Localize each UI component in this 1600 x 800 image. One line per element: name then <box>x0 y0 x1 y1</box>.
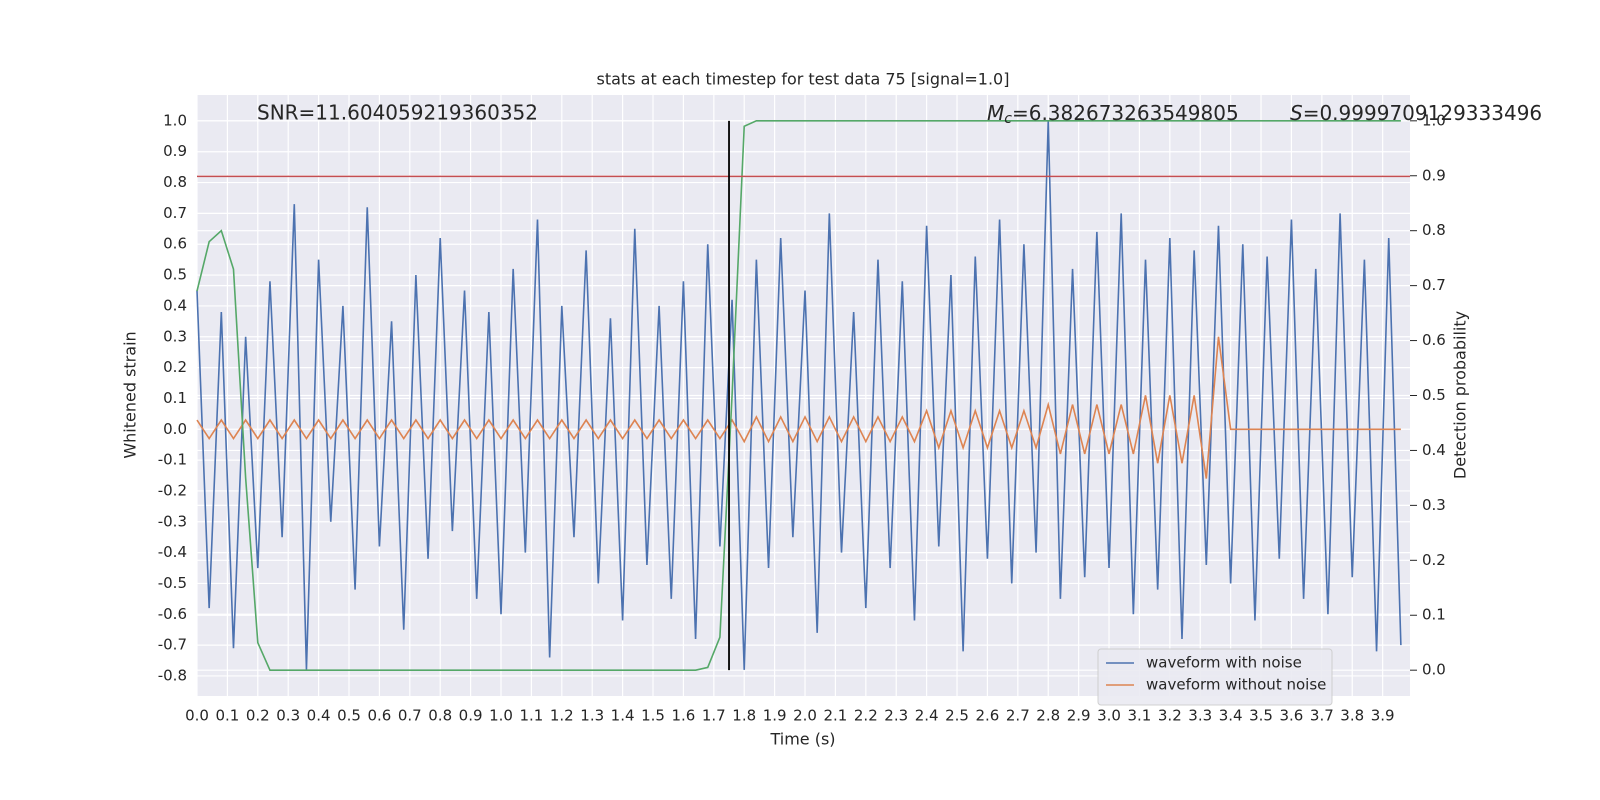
y-tick-label: 0.7 <box>163 204 187 222</box>
s-value: =0.9999709129333496 <box>1303 101 1542 125</box>
y2-axis-label: Detection probability <box>1451 311 1470 479</box>
x-tick-label: 1.4 <box>611 707 635 725</box>
y2-tick-label: 0.5 <box>1422 386 1446 404</box>
x-tick-label: 0.3 <box>276 707 300 725</box>
y-tick-label: 0.4 <box>163 296 187 314</box>
y-tick-label: 0.0 <box>163 420 187 438</box>
x-tick-label: 3.6 <box>1280 707 1304 725</box>
series-line <box>196 120 1401 671</box>
x-tick-label: 0.6 <box>367 707 391 725</box>
x-tick-label: 0.9 <box>459 707 483 725</box>
x-tick-label: 3.8 <box>1340 707 1364 725</box>
series-line <box>196 336 1401 479</box>
y2-tick-label: 0.9 <box>1422 166 1446 184</box>
legend-label: waveform without noise <box>1146 676 1326 694</box>
y-tick-label: 0.5 <box>163 266 187 284</box>
legend: waveform with noise waveform without nois… <box>1097 648 1333 706</box>
x-tick-label: 3.1 <box>1128 707 1152 725</box>
y-tick-label: 0.2 <box>163 358 187 376</box>
x-tick-label: 2.2 <box>854 707 878 725</box>
y2-tick-label: 1.0 <box>1422 111 1446 129</box>
y2-tick-label: 0.1 <box>1422 606 1446 624</box>
y2-tick-label: 0.4 <box>1422 441 1446 459</box>
x-tick-label: 1.0 <box>489 707 513 725</box>
x-tick-label: 1.7 <box>702 707 726 725</box>
y-tick-label: 0.3 <box>163 327 187 345</box>
legend-label: waveform with noise <box>1146 654 1302 672</box>
x-tick-label: 1.8 <box>732 707 756 725</box>
mc-symbol: M <box>987 101 1004 125</box>
x-tick-label: 0.7 <box>398 707 422 725</box>
x-tick-label: 2.7 <box>1006 707 1030 725</box>
x-tick-label: 3.7 <box>1310 707 1334 725</box>
y-tick-label: -0.5 <box>158 574 187 592</box>
x-tick-label: 1.1 <box>519 707 543 725</box>
x-tick-label: 2.1 <box>823 707 847 725</box>
y-axis-label: Whitened strain <box>121 331 140 458</box>
y2-tick-label: 0.8 <box>1422 221 1446 239</box>
x-tick-label: 3.0 <box>1097 707 1121 725</box>
grid <box>196 95 1410 696</box>
y-tick-label: -0.6 <box>158 605 187 623</box>
y-tick-label: 1.0 <box>163 111 187 129</box>
x-tick-label: 1.6 <box>671 707 695 725</box>
x-tick-label: 3.3 <box>1188 707 1212 725</box>
x-tick-label: 2.5 <box>945 707 969 725</box>
y2-tick-label: 0.6 <box>1422 331 1446 349</box>
y-tick-label: 0.6 <box>163 235 187 253</box>
s-annotation: S=0.9999709129333496 <box>1290 101 1542 125</box>
x-tick-label: 2.9 <box>1067 707 1091 725</box>
x-tick-label: 1.5 <box>641 707 665 725</box>
y2-tick-label: 0.2 <box>1422 551 1446 569</box>
mc-subscript: c <box>1004 111 1012 127</box>
x-tick-label: 2.4 <box>915 707 939 725</box>
x-tick-label: 3.2 <box>1158 707 1182 725</box>
x-axis-label: Time (s) <box>769 730 835 749</box>
x-tick-label: 0.8 <box>428 707 452 725</box>
x-tick-label: 0.5 <box>337 707 361 725</box>
y-tick-label: 0.8 <box>163 173 187 191</box>
y-tick-label: -0.8 <box>158 666 187 684</box>
x-tick-label: 2.8 <box>1036 707 1060 725</box>
x-tick-label: 0.4 <box>307 707 331 725</box>
y2-tick-label: 0.3 <box>1422 496 1446 514</box>
y-tick-label: -0.2 <box>158 481 187 499</box>
y-tick-label: 0.9 <box>163 142 187 160</box>
y-tick-label: -0.3 <box>158 512 187 530</box>
x-tick-label: 3.4 <box>1219 707 1243 725</box>
x-tick-label: 0.1 <box>215 707 239 725</box>
legend-box <box>1097 648 1333 706</box>
s-symbol: S <box>1290 101 1303 125</box>
snr-annotation: SNR=11.604059219360352 <box>257 101 538 125</box>
y-tick-label: -0.1 <box>158 451 187 469</box>
y-tick-label: -0.7 <box>158 636 187 654</box>
x-tick-label: 3.9 <box>1371 707 1395 725</box>
y2-tick-label: 0.7 <box>1422 276 1446 294</box>
y2-tick-label: 0.0 <box>1422 661 1446 679</box>
x-tick-label: 3.5 <box>1249 707 1273 725</box>
y-tick-label: 0.1 <box>163 389 187 407</box>
mc-annotation: Mc=6.382673263549805 <box>987 101 1239 128</box>
x-tick-label: 1.3 <box>580 707 604 725</box>
x-tick-label: 2.0 <box>793 707 817 725</box>
plot <box>196 120 1410 671</box>
x-tick-label: 2.6 <box>975 707 999 725</box>
mc-value: =6.382673263549805 <box>1012 101 1239 125</box>
x-tick-label: 1.9 <box>763 707 787 725</box>
x-tick-label: 0.2 <box>246 707 270 725</box>
x-tick-label: 1.2 <box>550 707 574 725</box>
y-tick-label: -0.4 <box>158 543 187 561</box>
x-tick-label: 2.3 <box>884 707 908 725</box>
chart-title: stats at each timestep for test data 75 … <box>597 70 1010 89</box>
x-tick-label: 0.0 <box>185 707 209 725</box>
series-line <box>196 120 1402 670</box>
